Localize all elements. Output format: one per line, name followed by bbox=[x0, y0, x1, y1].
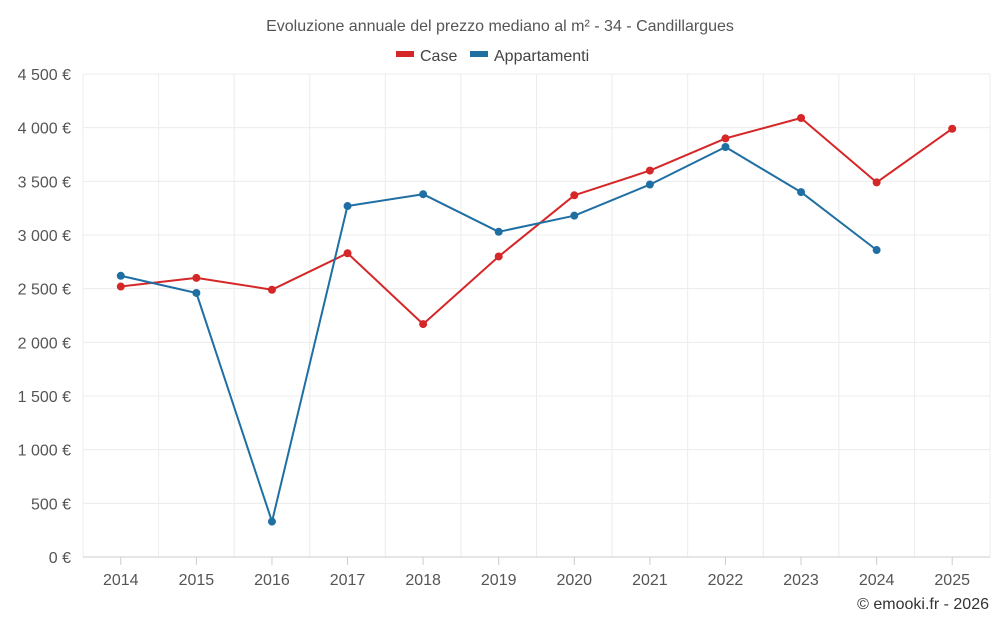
x-tick-label: 2015 bbox=[179, 572, 215, 589]
legend-swatch-case bbox=[396, 51, 414, 57]
data-point-case[interactable] bbox=[645, 166, 654, 175]
series bbox=[116, 114, 957, 526]
data-point-appartamenti[interactable] bbox=[419, 190, 428, 199]
legend-swatch-appartamenti bbox=[470, 51, 488, 57]
y-tick-label: 4 000 € bbox=[18, 121, 71, 138]
data-point-case[interactable] bbox=[570, 191, 579, 200]
data-point-appartamenti[interactable] bbox=[721, 142, 730, 151]
y-tick-label: 4 500 € bbox=[18, 67, 71, 84]
x-tick-label: 2019 bbox=[481, 572, 517, 589]
legend: Case Appartamenti bbox=[396, 48, 589, 65]
x-tick-label: 2021 bbox=[632, 572, 668, 589]
y-tick-label: 1 500 € bbox=[18, 389, 71, 406]
grid bbox=[82, 73, 991, 557]
data-point-appartamenti[interactable] bbox=[872, 246, 881, 255]
x-tick-label: 2018 bbox=[405, 572, 441, 589]
data-point-case[interactable] bbox=[797, 114, 806, 123]
y-tick-label: 2 500 € bbox=[18, 282, 71, 299]
data-point-case[interactable] bbox=[494, 252, 503, 261]
axes: 0 € 500 € 1 000 € 1 500 € 2 000 € 2 500 € 3 00… bbox=[18, 67, 990, 589]
y-tick-label: 3 500 € bbox=[18, 174, 71, 191]
data-point-case[interactable] bbox=[721, 134, 730, 143]
data-point-case[interactable] bbox=[116, 282, 125, 291]
data-point-case[interactable] bbox=[872, 178, 881, 187]
x-tick-label: 2016 bbox=[254, 572, 290, 589]
y-tick-label: 2 000 € bbox=[18, 335, 71, 352]
x-tick-label: 2022 bbox=[708, 572, 744, 589]
x-tick-label: 2017 bbox=[330, 572, 366, 589]
data-point-appartamenti[interactable] bbox=[343, 202, 352, 211]
data-point-appartamenti[interactable] bbox=[797, 188, 806, 197]
x-tick-label: 2025 bbox=[934, 572, 970, 589]
data-point-appartamenti[interactable] bbox=[267, 517, 276, 526]
legend-item-case[interactable]: Case bbox=[396, 48, 457, 65]
data-point-case[interactable] bbox=[267, 285, 276, 294]
series-appartamenti bbox=[116, 142, 881, 526]
data-point-appartamenti[interactable] bbox=[645, 180, 654, 189]
x-tick-label: 2024 bbox=[859, 572, 895, 589]
legend-label-case: Case bbox=[420, 48, 457, 65]
legend-label-appartamenti: Appartamenti bbox=[494, 48, 589, 65]
y-tick-label: 500 € bbox=[31, 496, 71, 513]
series-case bbox=[116, 114, 957, 329]
data-point-case[interactable] bbox=[948, 124, 957, 133]
data-point-appartamenti[interactable] bbox=[570, 211, 579, 220]
data-point-case[interactable] bbox=[419, 320, 428, 329]
y-tick-label: 1 000 € bbox=[18, 443, 71, 460]
x-tick-label: 2014 bbox=[103, 572, 139, 589]
data-point-case[interactable] bbox=[343, 249, 352, 258]
credit-text: © emooki.fr - 2026 bbox=[857, 596, 989, 613]
series-line-case bbox=[120, 117, 953, 326]
chart-title: Evoluzione annuale del prezzo mediano al… bbox=[266, 18, 734, 35]
data-point-appartamenti[interactable] bbox=[116, 271, 125, 280]
x-tick-label: 2020 bbox=[556, 572, 592, 589]
data-point-appartamenti[interactable] bbox=[494, 227, 503, 236]
y-tick-label: 0 € bbox=[49, 550, 71, 567]
data-point-case[interactable] bbox=[192, 273, 201, 282]
data-point-appartamenti[interactable] bbox=[192, 288, 201, 297]
legend-item-appartamenti[interactable]: Appartamenti bbox=[470, 48, 589, 65]
y-tick-label: 3 000 € bbox=[18, 228, 71, 245]
x-tick-label: 2023 bbox=[783, 572, 819, 589]
